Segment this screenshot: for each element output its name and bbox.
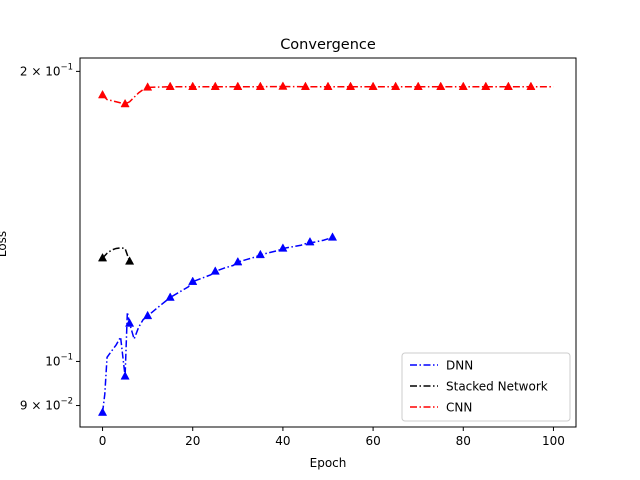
series-marker-2-18: [503, 81, 513, 90]
series-marker-2-12: [368, 81, 378, 90]
y-tick-label-0: 9 × 10−2: [20, 397, 73, 413]
x-tick-label-3: 60: [365, 434, 380, 448]
x-tick-label-2: 40: [275, 434, 290, 448]
series-line-1: [101, 247, 131, 262]
series-marker-0-0: [97, 407, 108, 416]
chart-title: Convergence: [280, 37, 376, 53]
series-marker-2-5: [210, 81, 220, 90]
legend: DNN Stacked Network CNN: [401, 352, 571, 422]
legend-label-1: Stacked Network: [446, 380, 548, 394]
legend-box: [401, 352, 571, 422]
series-marker-2-16: [458, 81, 468, 90]
series-marker-2-10: [323, 81, 333, 90]
series-layer: [97, 81, 554, 416]
axes-layer: 0 20 40 60 80 100 9 × 10−2 10−1 2 × 10−1: [20, 57, 577, 448]
series-marker-0-8: [255, 249, 265, 259]
series-marker-0-10: [305, 236, 315, 246]
y-axis-label: Loss: [0, 231, 9, 257]
series-marker-0-6: [210, 266, 220, 275]
series-marker-0-3: [143, 310, 153, 320]
y-tick-label-2: 2 × 10−1: [20, 62, 73, 78]
y-tick-label-1: 10−1: [45, 352, 73, 368]
series-marker-2-1: [120, 98, 130, 108]
series-marker-2-2: [143, 82, 153, 91]
series-marker-0-2: [125, 318, 135, 327]
plot-frame: [79, 57, 577, 428]
series-marker-2-8: [278, 81, 288, 90]
x-tick-label-0: 0: [99, 434, 107, 448]
series-marker-1-1: [125, 256, 135, 265]
series-0: [97, 232, 338, 416]
series-marker-0-1: [120, 371, 130, 380]
series-2: [97, 81, 554, 108]
x-tick-label-5: 100: [542, 434, 565, 448]
series-marker-2-17: [481, 81, 491, 90]
series-marker-2-3: [165, 81, 175, 90]
series-marker-2-15: [436, 81, 446, 90]
x-tick-label-1: 20: [185, 434, 200, 448]
series-marker-1-0: [97, 253, 108, 262]
series-line-0: [101, 236, 333, 413]
series-1: [97, 247, 135, 265]
series-marker-2-4: [188, 81, 198, 90]
series-marker-0-5: [188, 276, 198, 285]
series-marker-2-11: [345, 81, 356, 90]
series-marker-2-19: [526, 81, 536, 90]
x-tick-label-4: 80: [456, 434, 471, 448]
series-marker-0-7: [233, 256, 243, 266]
series-marker-0-9: [278, 243, 288, 252]
series-marker-0-11: [327, 232, 338, 241]
series-marker-2-9: [300, 81, 311, 90]
legend-label-0: DNN: [446, 359, 473, 373]
legend-label-2: CNN: [446, 401, 472, 415]
series-marker-0-4: [165, 292, 175, 301]
series-marker-2-0: [97, 89, 108, 99]
series-marker-2-13: [391, 81, 401, 90]
x-axis-label: Epoch: [310, 456, 347, 470]
series-marker-2-14: [413, 81, 423, 90]
series-marker-2-7: [255, 81, 265, 90]
series-marker-2-6: [233, 81, 243, 90]
